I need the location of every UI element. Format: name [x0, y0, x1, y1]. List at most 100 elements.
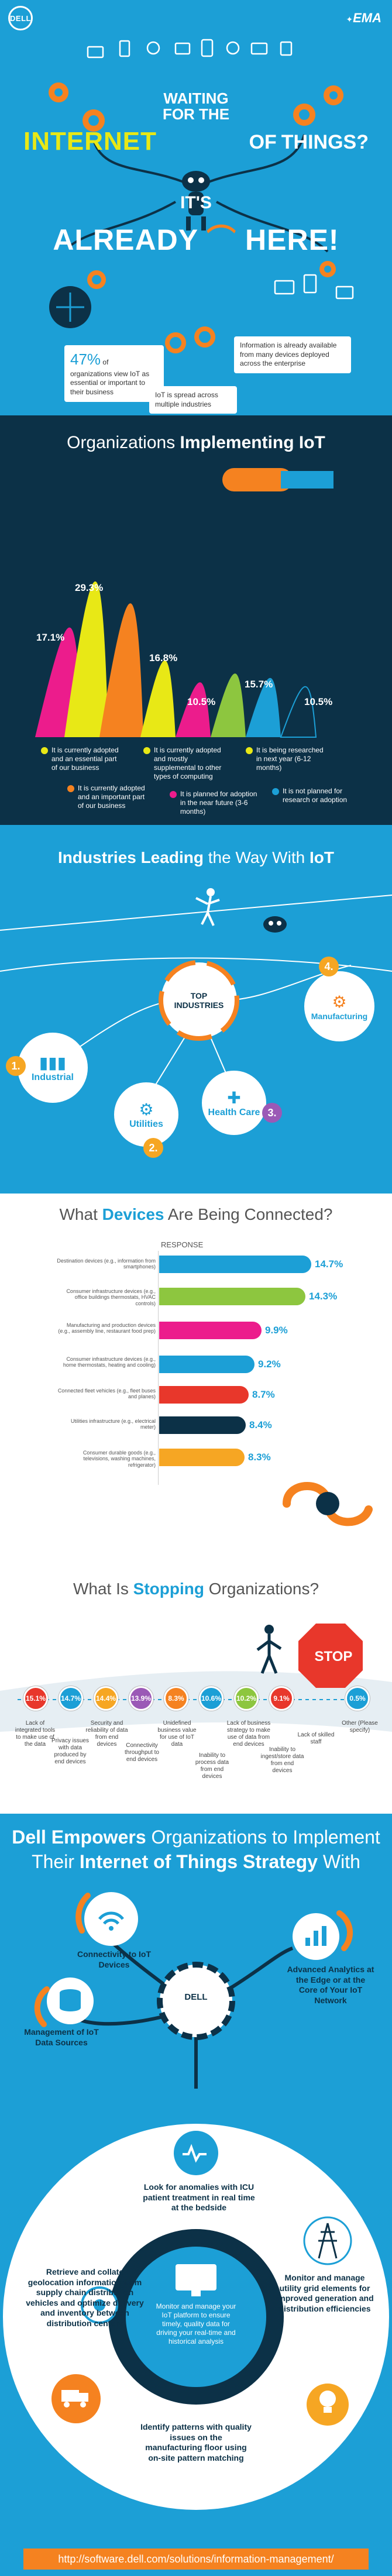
wifi-icon	[84, 1892, 138, 1946]
orgs-label-2: 29.3%	[75, 582, 104, 593]
dell-diagram	[3, 1892, 389, 2510]
phone-icon	[119, 40, 130, 57]
device-icons-cluster	[87, 39, 293, 59]
cap-analytics: Advanced Analytics at the Edge or at the…	[287, 1965, 374, 2005]
dell-logo: DELL	[8, 6, 33, 30]
footer-url-link[interactable]: http://software.dell.com/solutions/infor…	[23, 2549, 369, 2570]
cap-management: Management of IoT Data Sources	[24, 2027, 99, 2047]
dell-title: Dell Empowers Organizations to Implement…	[0, 1825, 392, 1874]
ind-title-b: the Way With	[208, 848, 310, 866]
orgs-legend-3: It is currently adopted and mostly suppl…	[143, 746, 231, 781]
hero-device-icons-right	[274, 274, 354, 300]
device-label-1: Destination devices (e.g., information f…	[57, 1258, 156, 1270]
orgs-legend-5-text: It is being researched in next year (6-1…	[256, 746, 324, 772]
hero-for-the: FOR THE	[162, 105, 230, 123]
utility-gear-icon: ⚙	[139, 1100, 154, 1119]
hero-title-line2: INTERNET OF THINGS?	[23, 129, 369, 154]
stop-label-10: Other (Please specify)	[342, 1720, 378, 1734]
orgs-legend-1-text: It is currently adopted and an essential…	[51, 746, 119, 772]
device-value-2: 14.3%	[309, 1291, 338, 1302]
cap-connectivity: Connectivity to IoT Devices	[77, 1949, 151, 1969]
device-row-5: 8.7%	[159, 1385, 275, 1404]
device-row-2: 14.3%	[159, 1287, 337, 1306]
lightbulb-icon	[307, 2384, 349, 2426]
stopping-title: What Is Stopping Organizations?	[0, 1580, 392, 1598]
legend-dot	[246, 747, 253, 754]
wave-shape-5	[176, 682, 211, 737]
stat-47-of: of	[102, 358, 109, 366]
use-patterns: Identify patterns with quality issues on…	[140, 2422, 252, 2462]
dell-title-e: With	[318, 1851, 360, 1872]
camera-icon	[174, 42, 191, 55]
hero-orange-arcs	[87, 261, 336, 353]
power-tower-icon	[303, 2216, 352, 2265]
use-monitor-platform: Monitor and manage your IoT platform to …	[156, 2302, 236, 2345]
wires-decor	[69, 134, 329, 253]
industry-utilities-label: Utilities	[129, 1119, 163, 1129]
orange-connector-arcs	[49, 82, 344, 132]
industry-industrial-label: Industrial	[31, 1072, 74, 1082]
stop-title-b: Stopping	[133, 1580, 204, 1598]
heart-pulse-icon	[174, 2131, 218, 2175]
orgs-legend-2-text: It is currently adopted and an important…	[78, 784, 145, 810]
orgs-label-6: 10.5%	[304, 696, 333, 707]
orgs-label-1: 17.1%	[36, 632, 65, 643]
industry-num-4: 4.	[319, 957, 339, 976]
dell-empowers-section: Dell Empowers Organizations to Implement…	[0, 1814, 392, 2545]
header: DELL ✦EMA	[0, 0, 392, 35]
hero-already-here: ALREADY ⌒ HERE!	[0, 216, 392, 259]
stop-label-7: Lack of business strategy to make use of…	[226, 1720, 271, 1748]
devices-section: What Devices Are Being Connected? RESPON…	[0, 1182, 392, 1556]
stop-value-8: 9.1%	[269, 1686, 294, 1711]
orgs-label-3: 16.8%	[149, 652, 178, 663]
device-row-6: 8.4%	[159, 1416, 272, 1435]
industry-num-2: 2.	[143, 1138, 163, 1158]
hero-here: HERE!	[245, 223, 339, 256]
orgs-section: Organizations Implementing IoT 17.1% 29.…	[0, 415, 392, 825]
stop-label-5: Unidefined business value for use of IoT…	[157, 1720, 197, 1748]
wave-shape-7	[246, 677, 281, 737]
device-value-3: 9.9%	[265, 1325, 288, 1336]
device-bar-6	[159, 1416, 246, 1434]
orgs-legend-1: It is currently adopted and an essential…	[41, 746, 123, 772]
orgs-title-a: Organizations	[67, 433, 180, 452]
monitor-platform-icon	[176, 2264, 216, 2296]
stop-sign-text: STOP	[314, 1649, 353, 1664]
device-value-1: 14.7%	[315, 1258, 343, 1270]
industry-manufacturing-label: Manufacturing	[311, 1011, 368, 1021]
orgs-title: Organizations Implementing IoT	[0, 433, 392, 453]
stat-47-pct: 47%	[70, 350, 101, 368]
stop-label-2: Privacy issues with data produced by end…	[51, 1738, 89, 1765]
use-geolocation: Retrieve and collate geolocation informa…	[26, 2267, 144, 2328]
industry-manufacturing: ⚙ Manufacturing	[304, 971, 374, 1041]
stat-card-spread: IoT is spread across multiple industries	[149, 386, 237, 414]
device-value-7: 8.3%	[248, 1452, 271, 1463]
orgs-title-b: Implementing IoT	[180, 433, 325, 452]
orgs-label-4: 10.5%	[187, 696, 216, 707]
footer: http://software.dell.com/solutions/infor…	[0, 2545, 392, 2576]
stop-value-7: 10.2%	[234, 1686, 259, 1711]
device-label-4: Consumer infrastructure devices (e.g., h…	[63, 1356, 156, 1368]
stop-value-2: 14.7%	[59, 1686, 83, 1711]
industry-num-1: 1.	[6, 1056, 26, 1076]
stop-value-3: 14.4%	[94, 1686, 118, 1711]
ind-title-c: IoT	[309, 848, 334, 866]
health-cross-icon: ✚	[227, 1088, 241, 1107]
hand-plug-icon	[222, 468, 333, 491]
stop-label-1: Lack of integrated tools to make use of …	[15, 1720, 56, 1748]
factory-icon: ▮▮▮	[39, 1053, 67, 1072]
wave-shape-2	[64, 581, 108, 737]
dell-title-b: Organizations to Implement	[146, 1827, 380, 1848]
legend-dot	[67, 785, 74, 792]
stop-title-c: Organizations?	[204, 1580, 319, 1598]
robot-mascot-icon	[182, 171, 210, 231]
globe-icon	[49, 286, 91, 328]
dell-orange-arcs	[34, 1893, 353, 2027]
industry-industrial: ▮▮▮ Industrial	[18, 1033, 88, 1103]
hero-things: THINGS?	[281, 131, 369, 153]
device-label-3: Manufacturing and production devices (e.…	[58, 1322, 156, 1335]
tablet-icon	[201, 39, 214, 57]
truck-icon	[51, 2374, 101, 2423]
device-bar-7	[159, 1449, 245, 1466]
